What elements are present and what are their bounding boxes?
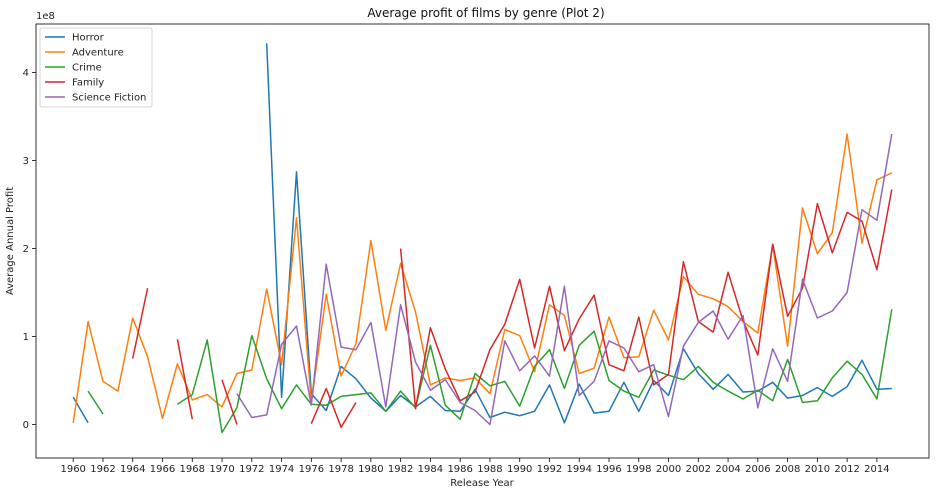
x-tick-label: 1964 — [120, 464, 145, 475]
y-tick-label: 1 — [23, 332, 29, 343]
x-tick-label: 1962 — [90, 464, 115, 475]
x-tick-label: 1978 — [328, 464, 353, 475]
x-axis: 1960 1962 1964 1966 1968 1970 1972 1974 1976 1978… — [60, 458, 890, 475]
series-line-crime — [176, 309, 893, 434]
x-tick-label: 1982 — [388, 464, 413, 475]
series-line-science-fiction — [236, 133, 893, 426]
x-axis-label: Release Year — [450, 478, 514, 489]
y-tick-label: 2 — [23, 244, 29, 255]
series-line-family — [221, 379, 238, 425]
x-tick-label: 1990 — [507, 464, 532, 475]
legend-label-family: Family — [72, 78, 104, 89]
x-tick-label: 1974 — [269, 464, 294, 475]
series-line-horror — [265, 43, 892, 424]
y-tick-label: 0 — [23, 420, 29, 431]
legend: Horror Adventure Crime Family Science Fictio… — [39, 27, 153, 108]
legend-label-horror: Horror — [72, 33, 105, 44]
x-tick-label: 2014 — [864, 464, 889, 475]
legend-label-science-fiction: Science Fiction — [72, 93, 146, 104]
x-tick-label: 2010 — [805, 464, 830, 475]
x-tick-label: 1988 — [477, 464, 502, 475]
x-tick-label: 2006 — [745, 464, 770, 475]
series-line-family — [176, 339, 194, 420]
legend-label-crime: Crime — [72, 63, 102, 74]
x-tick-label: 1984 — [418, 464, 443, 475]
x-tick-label: 2008 — [775, 464, 800, 475]
x-tick-label: 2012 — [834, 464, 859, 475]
plot-area — [35, 23, 930, 459]
x-tick-label: 1994 — [567, 464, 592, 475]
x-tick-label: 1972 — [239, 464, 264, 475]
x-tick-label: 1970 — [209, 464, 234, 475]
y-scale-label: 1e8 — [36, 11, 55, 22]
x-tick-label: 1976 — [299, 464, 324, 475]
chart-title: Average profit of films by genre (Plot 2… — [367, 6, 604, 20]
x-tick-label: 1960 — [60, 464, 85, 475]
x-tick-label: 1992 — [537, 464, 562, 475]
series-lines — [72, 43, 893, 434]
y-axis-label: Average Annual Profit — [5, 187, 16, 295]
x-tick-label: 1966 — [150, 464, 175, 475]
x-tick-label: 1968 — [180, 464, 205, 475]
x-tick-label: 1986 — [447, 464, 472, 475]
x-tick-label: 1998 — [626, 464, 651, 475]
x-tick-label: 2000 — [656, 464, 681, 475]
series-line-family — [131, 287, 149, 359]
series-line-crime — [87, 390, 104, 415]
series-line-adventure — [72, 133, 893, 423]
y-tick-label: 3 — [23, 156, 29, 167]
x-tick-label: 2002 — [686, 464, 711, 475]
x-tick-label: 2004 — [715, 464, 740, 475]
y-axis: 0 1 2 3 4 — [23, 68, 36, 431]
x-tick-label: 1996 — [596, 464, 621, 475]
legend-label-adventure: Adventure — [72, 48, 124, 59]
legend-box — [39, 27, 153, 108]
y-tick-label: 4 — [23, 68, 29, 79]
series-line-family — [310, 387, 357, 428]
x-tick-label: 1980 — [358, 464, 383, 475]
series-line-family — [399, 189, 893, 410]
